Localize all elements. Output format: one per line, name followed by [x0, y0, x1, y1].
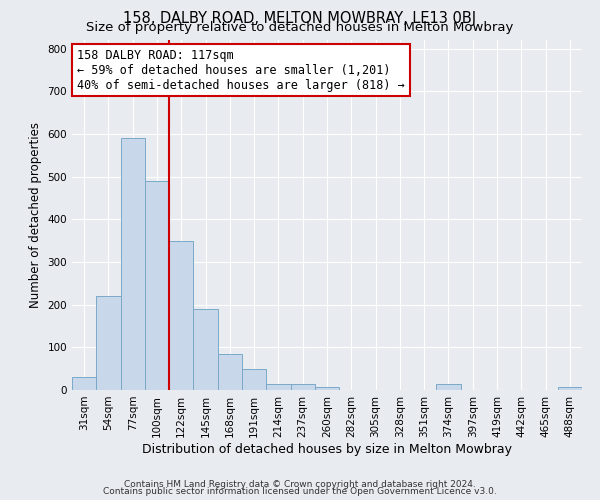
Bar [121, 138, 145, 390]
Text: 158, DALBY ROAD, MELTON MOWBRAY, LE13 0BJ: 158, DALBY ROAD, MELTON MOWBRAY, LE13 0B… [124, 11, 476, 26]
Bar [193, 309, 218, 390]
X-axis label: Distribution of detached houses by size in Melton Mowbray: Distribution of detached houses by size … [142, 442, 512, 456]
Text: Size of property relative to detached houses in Melton Mowbray: Size of property relative to detached ho… [86, 21, 514, 34]
Bar [72, 377, 96, 390]
Bar [558, 386, 582, 390]
Bar [145, 181, 169, 390]
Bar [218, 354, 242, 390]
Bar [315, 386, 339, 390]
Bar [169, 240, 193, 390]
Bar [290, 384, 315, 390]
Text: 158 DALBY ROAD: 117sqm
← 59% of detached houses are smaller (1,201)
40% of semi-: 158 DALBY ROAD: 117sqm ← 59% of detached… [77, 49, 405, 92]
Text: Contains public sector information licensed under the Open Government Licence v3: Contains public sector information licen… [103, 487, 497, 496]
Y-axis label: Number of detached properties: Number of detached properties [29, 122, 42, 308]
Bar [96, 296, 121, 390]
Bar [242, 368, 266, 390]
Bar [266, 384, 290, 390]
Bar [436, 384, 461, 390]
Text: Contains HM Land Registry data © Crown copyright and database right 2024.: Contains HM Land Registry data © Crown c… [124, 480, 476, 489]
